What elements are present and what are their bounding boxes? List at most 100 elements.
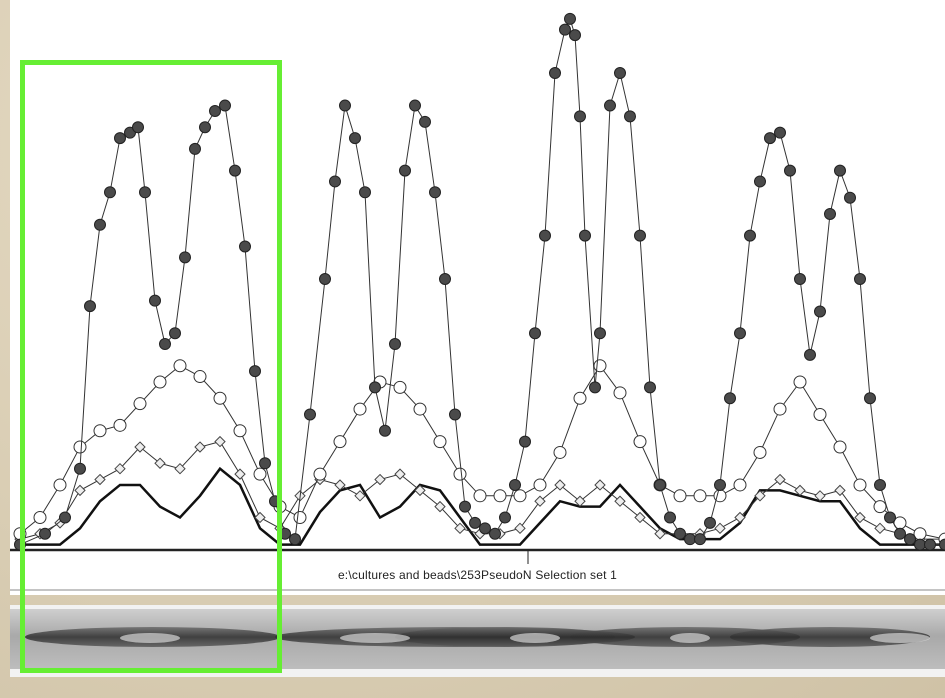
data-point-filled-circle-3 [74,462,86,475]
data-point-filled-circle-84 [864,392,876,405]
data-point-open-diamond-16 [334,479,346,491]
data-point-open-circle-30 [613,386,627,400]
data-point-open-circle-14 [293,510,307,524]
data-point-open-circle-33 [673,489,687,503]
data-point-filled-circle-21 [249,365,261,378]
data-point-filled-circle-35 [399,164,411,177]
data-point-open-diamond-5 [114,462,126,475]
data-point-open-circle-2 [53,478,67,492]
data-point-open-diamond-31 [634,511,646,524]
data-point-open-circle-17 [353,402,367,416]
data-point-filled-circle-51 [559,23,571,36]
data-point-open-circle-21 [433,435,447,449]
data-point-open-diamond-32 [654,528,666,540]
cell-shape-4 [730,627,930,647]
data-point-open-diamond-37 [754,490,766,502]
data-point-filled-circle-58 [604,99,616,112]
data-point-filled-circle-57 [594,327,606,340]
data-point-filled-circle-91 [939,538,945,551]
data-point-open-diamond-30 [614,495,626,507]
data-point-open-diamond-18 [374,473,386,486]
data-point-filled-circle-72 [744,229,756,242]
chart-caption: e:\cultures and beads\253PseudoN Selecti… [337,568,618,582]
data-point-filled-circle-52 [564,12,576,25]
data-point-open-circle-31 [633,435,647,449]
data-point-open-diamond-8 [174,462,186,475]
data-point-filled-circle-77 [794,273,806,285]
data-point-filled-circle-12 [159,338,171,351]
data-point-filled-circle-2 [59,511,71,524]
data-point-open-diamond-7 [154,457,166,469]
data-point-filled-circle-27 [319,273,331,285]
series-line-line [20,466,945,546]
data-point-filled-circle-78 [804,348,816,361]
data-point-open-circle-22 [453,467,467,481]
data-point-filled-circle-18 [219,99,231,112]
data-point-open-diamond-36 [734,511,746,524]
data-point-open-diamond-6 [134,441,146,453]
data-point-filled-circle-14 [179,251,191,264]
data-point-open-diamond-21 [434,500,446,513]
data-point-open-diamond-20 [414,484,426,497]
data-point-open-diamond-3 [74,484,86,497]
data-point-filled-circle-50 [549,67,561,80]
data-point-open-circle-27 [553,445,567,459]
data-point-open-circle-38 [773,402,787,416]
data-point-filled-circle-33 [379,424,391,437]
data-point-open-circle-39 [793,375,807,389]
data-point-filled-circle-7 [114,132,126,145]
data-point-open-circle-9 [193,370,207,384]
data-point-filled-circle-11 [149,294,161,307]
cell-septum-3 [670,633,710,643]
data-point-open-circle-3 [73,440,87,454]
data-point-filled-circle-39 [439,273,451,285]
data-point-filled-circle-6 [104,186,116,199]
data-point-filled-circle-17 [209,104,221,117]
cell-septum-4 [870,633,930,643]
data-point-open-diamond-11 [234,468,246,480]
data-point-filled-circle-73 [754,175,766,188]
data-point-open-diamond-27 [554,479,566,491]
data-point-open-diamond-19 [394,468,406,480]
data-point-filled-circle-41 [459,500,471,513]
data-point-filled-circle-67 [694,533,706,546]
microscope-strip-frame [10,605,945,677]
data-point-open-diamond-26 [534,495,546,507]
data-point-open-diamond-38 [774,473,786,486]
data-point-filled-circle-29 [339,99,351,112]
data-point-filled-circle-26 [304,408,316,421]
data-point-filled-circle-55 [579,229,591,242]
data-point-filled-circle-43 [479,522,491,535]
data-point-filled-circle-32 [369,381,381,394]
data-point-open-circle-26 [533,478,547,492]
data-point-filled-circle-13 [169,327,181,340]
data-point-filled-circle-22 [259,457,271,470]
data-point-open-diamond-35 [714,522,726,535]
data-point-filled-circle-60 [624,110,636,123]
data-point-filled-circle-83 [854,273,866,285]
data-point-open-circle-5 [113,418,127,432]
data-point-filled-circle-15 [189,142,201,155]
highlight-box [20,60,282,673]
data-point-filled-circle-64 [664,511,676,524]
data-point-open-diamond-41 [834,484,846,497]
data-point-filled-circle-49 [539,229,551,242]
data-point-open-circle-10 [213,391,227,405]
data-point-filled-circle-25 [289,533,301,546]
data-point-filled-circle-44 [489,527,501,540]
data-point-open-diamond-43 [874,522,886,535]
data-point-open-diamond-9 [194,441,206,453]
data-point-filled-circle-62 [644,381,656,394]
data-point-open-diamond-29 [594,479,606,491]
data-point-filled-circle-69 [714,478,726,491]
data-point-open-circle-4 [93,424,107,438]
data-point-filled-circle-79 [814,305,826,318]
data-point-open-circle-40 [813,408,827,421]
data-point-filled-circle-9 [132,121,144,134]
data-point-filled-circle-74 [764,132,776,145]
data-point-open-circle-36 [733,478,747,492]
data-point-filled-circle-63 [654,478,666,491]
data-point-open-diamond-28 [574,495,586,507]
data-point-filled-circle-38 [429,186,441,199]
data-point-filled-circle-46 [509,478,521,491]
